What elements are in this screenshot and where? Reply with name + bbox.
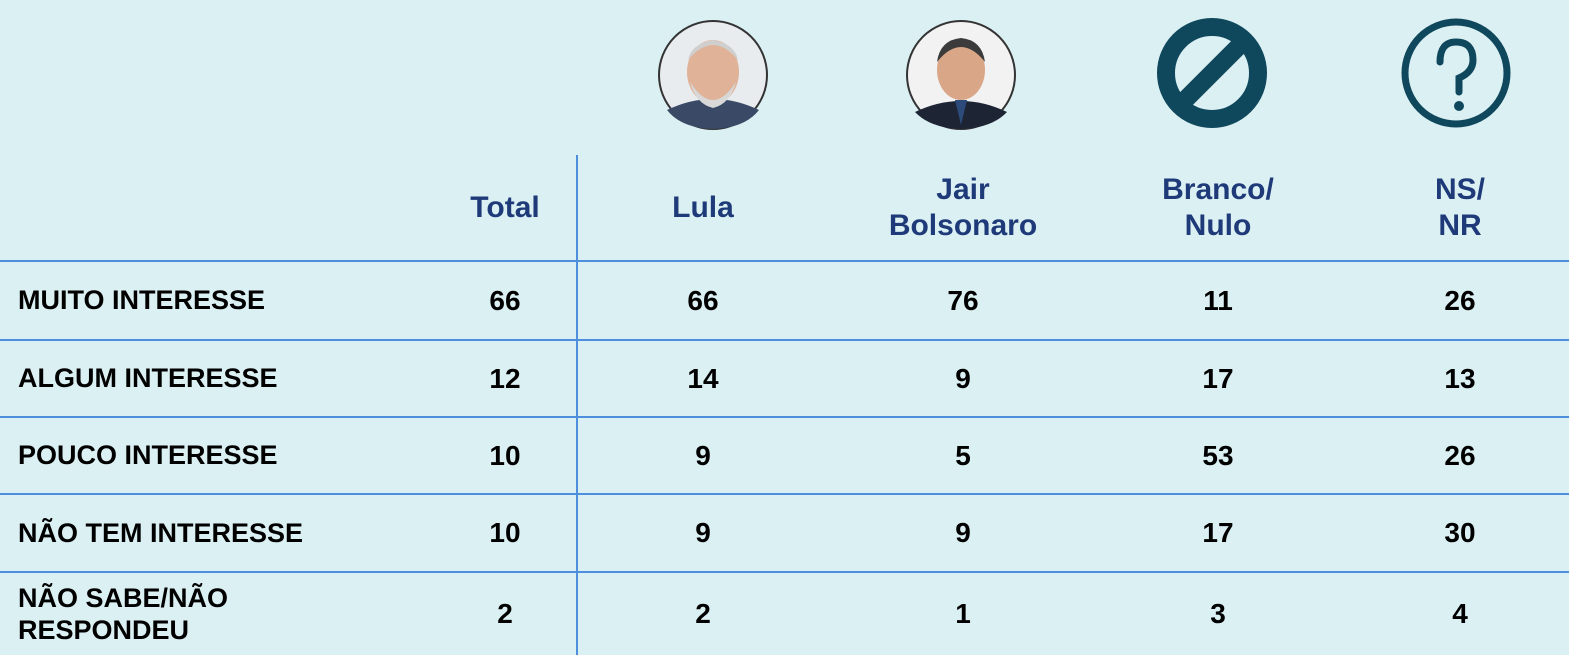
column-divider (576, 155, 578, 655)
row-divider (0, 416, 1569, 418)
cell-value: 2 (695, 598, 711, 630)
header-icons (658, 18, 1511, 130)
cell-value: 14 (687, 362, 719, 394)
cell-value: 66 (489, 284, 521, 316)
cell-value: 2 (497, 598, 513, 630)
row-label: NÃO TEM INTERESSE (18, 517, 304, 548)
row-divider (0, 493, 1569, 495)
column-header: Jair Bolsonaro (888, 172, 1038, 242)
column-header: Lula (672, 190, 734, 224)
column-header: Branco/ Nulo (1162, 172, 1274, 242)
cell-value: 10 (489, 439, 521, 471)
cell-value: 17 (1202, 362, 1234, 394)
cell-value: 10 (489, 517, 521, 549)
cell-value: 9 (955, 517, 971, 549)
row-label: POUCO INTERESSE (18, 440, 278, 471)
row-divider (0, 571, 1569, 573)
cell-value: 26 (1444, 439, 1476, 471)
row-divider (0, 339, 1569, 341)
cell-value: 66 (687, 284, 719, 316)
cell-value: 76 (947, 284, 979, 316)
cell-value: 53 (1202, 439, 1234, 471)
lula-photo (658, 20, 768, 130)
cell-value: 9 (695, 517, 711, 549)
column-header: Total (470, 190, 540, 224)
cell-value: 12 (489, 362, 521, 394)
cell-value: 30 (1444, 517, 1476, 549)
cell-value: 4 (1452, 598, 1468, 630)
cell-value: 17 (1202, 517, 1234, 549)
cell-value: 11 (1203, 284, 1233, 316)
cell-value: 26 (1444, 284, 1476, 316)
cell-value: 1 (955, 598, 971, 630)
row-label: MUITO INTERESSE (18, 285, 266, 316)
cell-value: 9 (695, 439, 711, 471)
row-divider (0, 260, 1569, 262)
bolsonaro-photo (906, 20, 1016, 130)
cell-value: 9 (955, 362, 971, 394)
blank-null-icon (1157, 18, 1267, 128)
column-header: NS/ NR (1434, 172, 1485, 242)
row-label: ALGUM INTERESSE (18, 363, 278, 394)
cell-value: 3 (1210, 598, 1226, 630)
question-icon (1401, 18, 1511, 128)
row-label: NÃO SABE/NÃO RESPONDEU (18, 582, 229, 645)
cell-value: 13 (1444, 362, 1476, 394)
cell-value: 5 (955, 439, 971, 471)
